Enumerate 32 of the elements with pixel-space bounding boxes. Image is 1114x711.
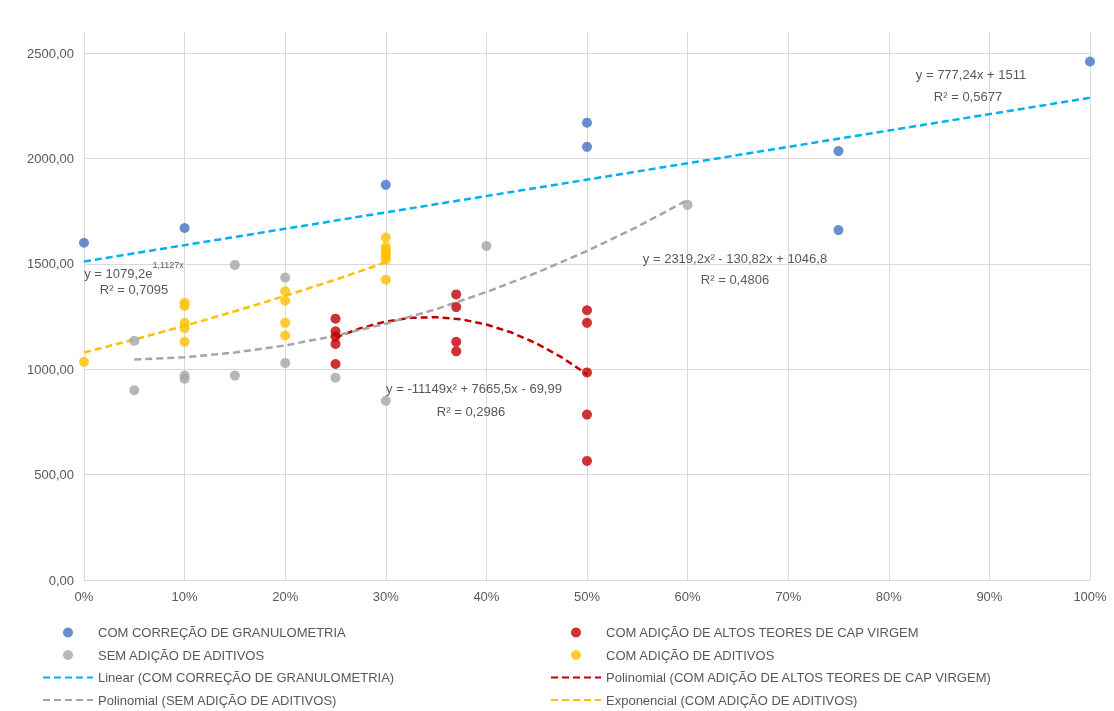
- legend-label: SEM ADIÇÃO DE ADITIVOS: [98, 647, 265, 663]
- legend-label: Polinomial (SEM ADIÇÃO DE ADITIVOS): [98, 692, 337, 708]
- annotation: R² = 0,4806: [700, 272, 770, 287]
- y-tick-label: 0,00: [48, 572, 74, 588]
- annotation: R² = 0,7095: [99, 282, 169, 297]
- legend-label: Exponencial (COM ADIÇÃO DE ADITIVOS): [606, 692, 858, 708]
- x-tick-label: 90%: [976, 589, 1003, 604]
- legend-label: COM ADIÇÃO DE ALTOS TEORES DE CAP VIRGEM: [606, 625, 919, 640]
- annotation: y = 777,24x + 1511: [915, 67, 1027, 82]
- y-tick-label: 2000,00: [27, 150, 74, 166]
- x-tick-label: 70%: [775, 589, 802, 604]
- y-tick-label: 1000,00: [27, 361, 74, 377]
- x-tick-label: 0%: [74, 589, 94, 604]
- x-tick-label: 100%: [1073, 589, 1108, 604]
- annotation: R² = 0,2986: [436, 404, 506, 419]
- x-tick-label: 60%: [674, 589, 702, 604]
- x-tick-label: 10%: [171, 589, 199, 604]
- x-tick-label: 50%: [573, 589, 601, 604]
- annotation: y = -11149x² + 7665,5x - 69,99: [386, 381, 562, 396]
- x-tick-label: 40%: [473, 589, 500, 604]
- y-tick-label: 2500,00: [27, 45, 74, 61]
- x-tick-label: 30%: [372, 589, 400, 604]
- annotation: R² = 0,5677: [933, 89, 1003, 104]
- legend-label: COM CORREÇÃO DE GRANULOMETRIA: [98, 625, 347, 640]
- annotation: y = 2319,2x² - 130,82x + 1046,8: [642, 251, 828, 266]
- legend-label: Linear (COM CORREÇÃO DE GRANULOMETRIA): [98, 670, 395, 685]
- y-tick-label: 1500,00: [27, 256, 74, 272]
- y-tick-label: 500,00: [34, 467, 74, 483]
- legend-label: Polinomial (COM ADIÇÃO DE ALTOS TEORES DE CAP VIRGEM): [606, 670, 991, 685]
- x-tick-label: 80%: [875, 589, 903, 604]
- x-tick-label: 20%: [272, 589, 299, 604]
- legend-label: COM ADIÇÃO DE ADITIVOS: [606, 647, 775, 663]
